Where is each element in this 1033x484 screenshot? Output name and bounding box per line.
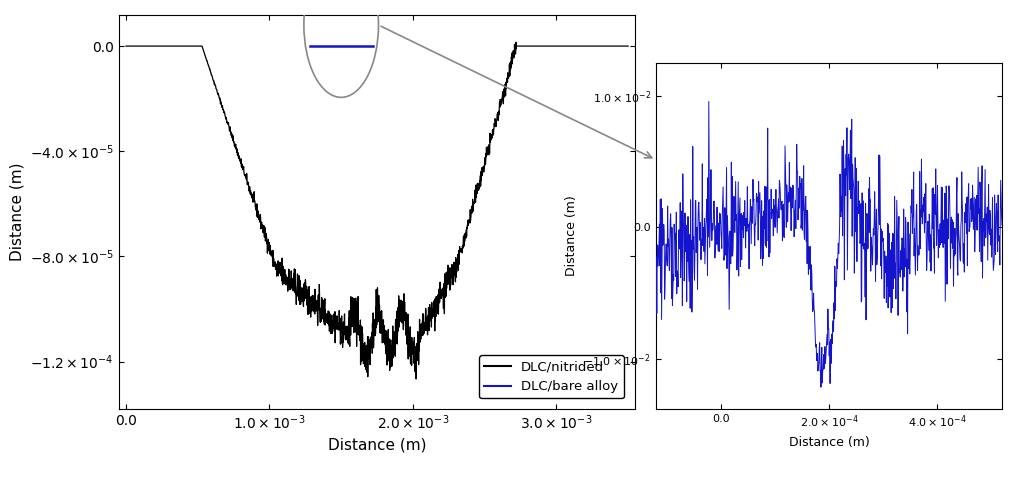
X-axis label: Distance (m): Distance (m) bbox=[327, 438, 427, 453]
Y-axis label: Distance (m): Distance (m) bbox=[9, 163, 25, 261]
X-axis label: Distance (m): Distance (m) bbox=[788, 436, 870, 449]
Y-axis label: Distance (m): Distance (m) bbox=[565, 196, 577, 276]
Legend: DLC/nitrided, DLC/bare alloy: DLC/nitrided, DLC/bare alloy bbox=[479, 355, 624, 398]
